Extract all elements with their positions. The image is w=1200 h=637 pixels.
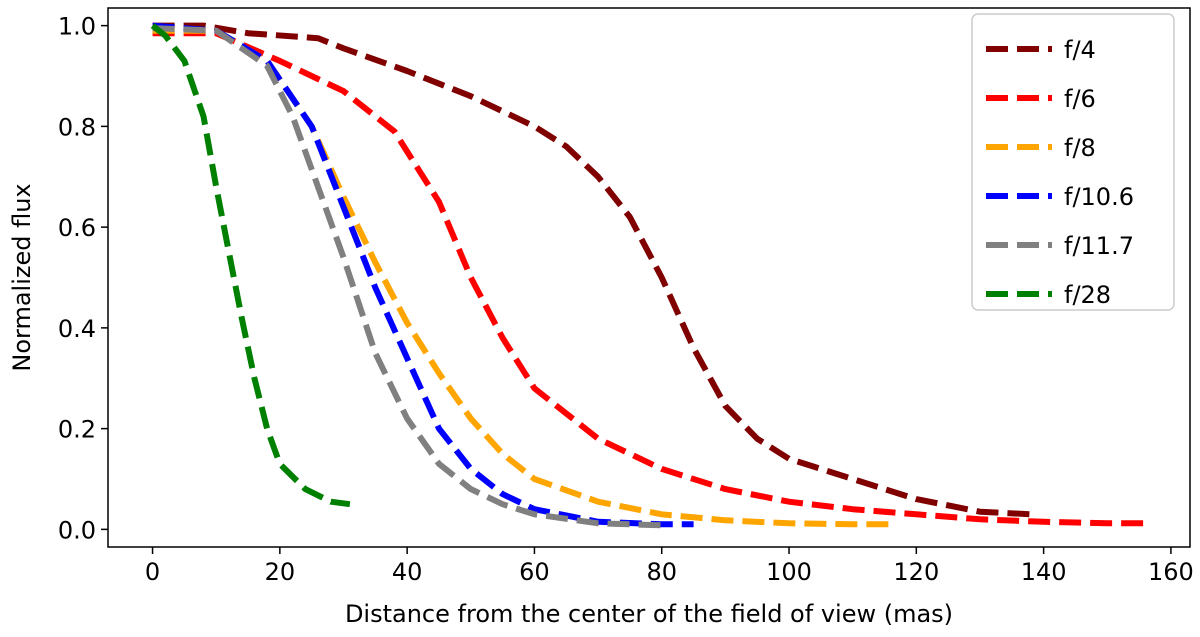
series-lines bbox=[150, 22, 1146, 529]
x-tick-label: 160 bbox=[1148, 558, 1194, 586]
x-tick-label: 120 bbox=[893, 558, 939, 586]
legend-label: f/8 bbox=[1064, 134, 1096, 162]
series-line-2 bbox=[152, 30, 1146, 527]
y-tick-label: 0.0 bbox=[58, 516, 96, 544]
legend-label: f/4 bbox=[1064, 36, 1096, 64]
legend-label: f/10.6 bbox=[1064, 183, 1134, 211]
x-tick-label: 100 bbox=[766, 558, 812, 586]
y-tick-label: 1.0 bbox=[58, 13, 96, 41]
legend-label: f/28 bbox=[1064, 281, 1111, 309]
legend: f/4 f/6 f/8 f/10.6 f/11.7 f/28 bbox=[971, 13, 1175, 311]
y-tick-label: 0.4 bbox=[58, 315, 96, 343]
series-line-1 bbox=[152, 22, 1032, 518]
x-tick-label: 0 bbox=[145, 558, 160, 586]
x-tick-label: 20 bbox=[265, 558, 296, 586]
series-line-4 bbox=[152, 22, 694, 528]
plot-area-frame bbox=[107, 7, 1191, 548]
series-line-5 bbox=[152, 25, 662, 529]
y-tick-label: 0.2 bbox=[58, 416, 96, 444]
series-line-3 bbox=[152, 27, 898, 528]
y-axis-label: Normalized flux bbox=[8, 183, 36, 371]
legend-label: f/11.7 bbox=[1064, 232, 1134, 260]
x-axis-ticks: 0 20 40 60 80 100 120 140 160 bbox=[145, 547, 1194, 586]
legend-label: f/6 bbox=[1064, 85, 1096, 113]
x-tick-label: 60 bbox=[519, 558, 550, 586]
y-tick-label: 0.6 bbox=[58, 214, 96, 242]
x-tick-label: 40 bbox=[392, 558, 423, 586]
legend-box bbox=[971, 13, 1175, 311]
y-tick-label: 0.8 bbox=[58, 113, 96, 141]
x-tick-label: 80 bbox=[646, 558, 677, 586]
x-axis-label: Distance from the center of the field of… bbox=[345, 600, 953, 628]
series-line-6 bbox=[150, 23, 351, 508]
x-tick-label: 140 bbox=[1021, 558, 1067, 586]
y-axis-ticks: 0.0 0.2 0.4 0.6 0.8 1.0 bbox=[58, 13, 108, 544]
